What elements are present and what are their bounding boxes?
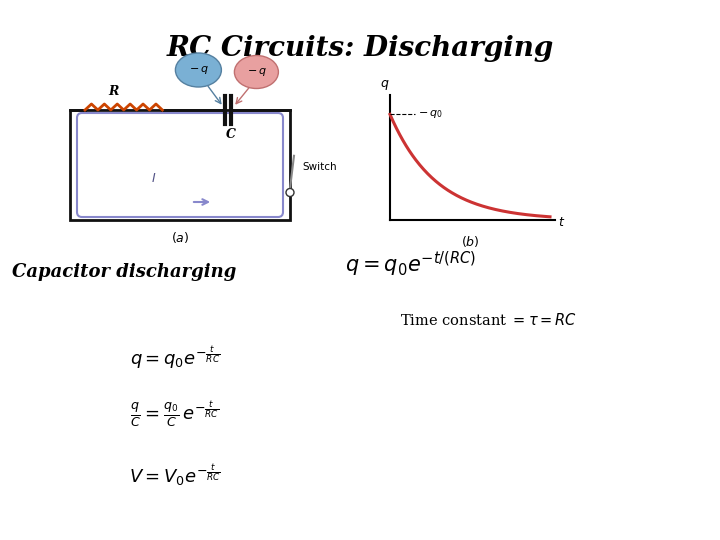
Text: $(b)$: $(b)$ [461, 234, 480, 249]
Text: $V = V_0 e^{-\frac{t}{RC}}$: $V = V_0 e^{-\frac{t}{RC}}$ [129, 462, 221, 488]
Text: $\frac{q}{C} = \frac{q_0}{C}\, e^{-\frac{t}{RC}}$: $\frac{q}{C} = \frac{q_0}{C}\, e^{-\frac… [130, 400, 220, 430]
Text: $q = q_0 e^{-\frac{t}{RC}}$: $q = q_0 e^{-\frac{t}{RC}}$ [130, 345, 220, 372]
Text: Switch: Switch [302, 162, 337, 172]
Text: C: C [225, 128, 235, 141]
Text: $q = q_0 e^{-t/(RC)}$: $q = q_0 e^{-t/(RC)}$ [345, 249, 476, 279]
Text: $-\,q$: $-\,q$ [189, 64, 208, 76]
Text: $(a)$: $(a)$ [171, 230, 189, 245]
Text: Capacitor discharging: Capacitor discharging [12, 263, 236, 281]
Text: $-\,q_0$: $-\,q_0$ [418, 109, 443, 120]
Text: Time constant $= \tau = RC$: Time constant $= \tau = RC$ [400, 312, 577, 328]
Circle shape [286, 188, 294, 197]
Text: $t$: $t$ [558, 215, 565, 228]
Text: RC Circuits: Discharging: RC Circuits: Discharging [166, 35, 554, 62]
Text: $I$: $I$ [151, 172, 156, 185]
FancyBboxPatch shape [70, 110, 290, 220]
Ellipse shape [235, 56, 279, 89]
Ellipse shape [176, 53, 222, 87]
Text: $q$: $q$ [380, 78, 390, 92]
Text: $-\,q$: $-\,q$ [246, 66, 266, 78]
Text: R: R [109, 85, 119, 98]
